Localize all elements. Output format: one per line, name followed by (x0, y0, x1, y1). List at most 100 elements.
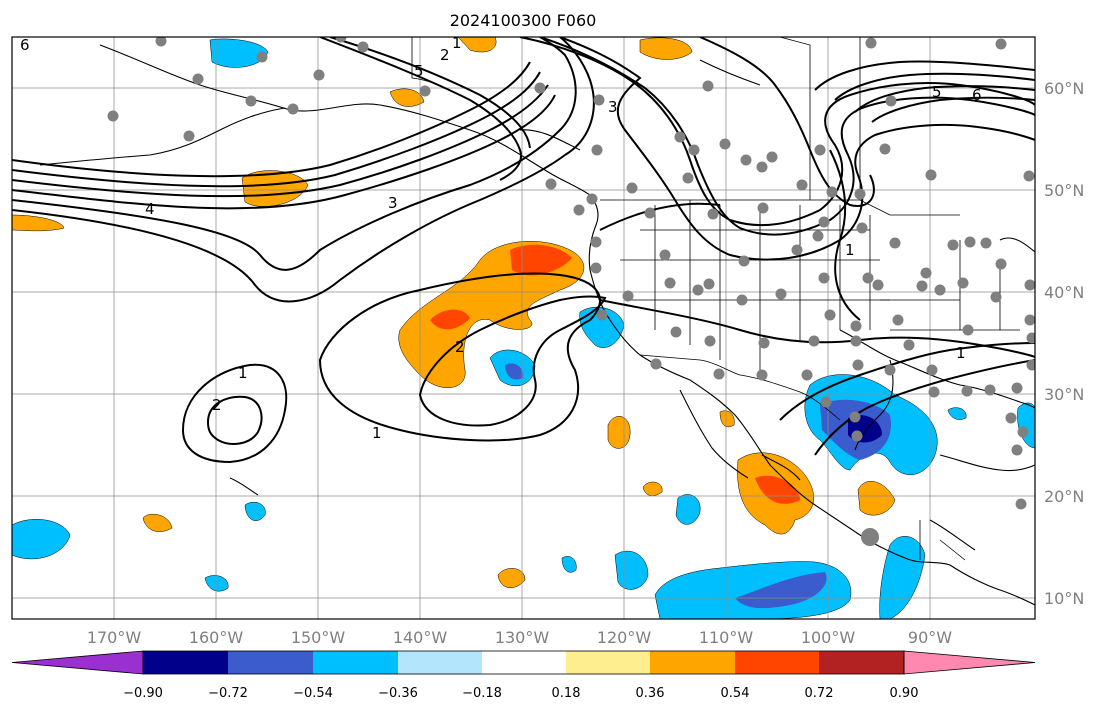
political-borders (411, 37, 1020, 561)
station-marker (155, 37, 167, 47)
station-marker (707, 208, 719, 220)
colorbar-tick-label: −0.18 (462, 686, 502, 701)
station-marker (757, 202, 769, 214)
lon-label: 120°W (597, 628, 652, 647)
station-marker (192, 73, 204, 85)
negative-fill-region (947, 407, 967, 420)
station-marker (719, 138, 731, 150)
colorbar-swatch (735, 651, 819, 674)
positive-fill-region (241, 170, 309, 207)
station-marker (756, 369, 768, 381)
lat-label: 50°N (1044, 181, 1084, 200)
station-marker (865, 37, 877, 49)
contour-label: 2 (455, 338, 465, 356)
contour-label: 1 (452, 34, 462, 52)
colorbar-tick-label: 0.72 (805, 686, 834, 701)
colorbar-swatch (482, 651, 566, 674)
positive-fill-region (497, 568, 526, 588)
station-marker (928, 386, 940, 398)
station-marker (934, 284, 946, 296)
station-marker (884, 364, 896, 376)
station-marker (916, 280, 928, 292)
station-marker (659, 249, 671, 261)
station-marker (818, 216, 830, 228)
map-title: 2024100300 F060 (450, 11, 597, 30)
station-marker (670, 326, 682, 338)
colorbar: −0.90 −0.72 −0.54 −0.36 −0.18 0.18 0.36 … (11, 650, 1036, 701)
colorbar-extend-low (11, 650, 144, 675)
station-marker (820, 396, 832, 408)
lon-label: 90°W (908, 628, 952, 647)
station-marker (995, 258, 1007, 270)
lon-label: 150°W (291, 628, 346, 647)
colorbar-tick-label: 0.54 (721, 686, 750, 701)
negative-fill-region (209, 38, 269, 68)
station-marker (1015, 498, 1027, 510)
positive-fill-region (857, 481, 896, 516)
station-marker (738, 255, 750, 267)
lat-label: 40°N (1044, 283, 1084, 302)
station-marker (692, 284, 704, 296)
station-marker (854, 188, 866, 200)
negative-fill-region (579, 306, 625, 348)
station-marker (903, 339, 915, 351)
station-marker (980, 237, 992, 249)
contour-label: 2 (440, 46, 450, 64)
contour-label: 5 (414, 62, 424, 80)
positive-fill-region (389, 88, 425, 107)
positive-core-region (430, 309, 470, 330)
lat-label: 20°N (1044, 487, 1084, 506)
station-marker (682, 172, 694, 184)
station-marker (419, 85, 431, 97)
colorbar-tick-label: 0.36 (636, 686, 665, 701)
lon-label: 130°W (495, 628, 550, 647)
station-marker (545, 178, 557, 190)
station-marker (1026, 359, 1035, 371)
colorbar-swatch (819, 651, 904, 674)
station-marker (826, 186, 838, 198)
lat-label: 10°N (1044, 589, 1084, 608)
colorbar-tick-label: −0.90 (123, 686, 163, 701)
lon-label: 110°W (699, 628, 754, 647)
station-marker (892, 314, 904, 326)
station-marker (313, 69, 325, 81)
station-marker (849, 411, 861, 423)
station-marker (964, 236, 976, 248)
station-marker (791, 244, 803, 256)
latitude-labels: 10°N 20°N 30°N 40°N 50°N 60°N (1044, 79, 1084, 608)
station-marker (775, 288, 787, 300)
positive-fill-region (12, 214, 65, 232)
station-marker (674, 131, 686, 143)
negative-fill-region (204, 575, 229, 592)
longitude-labels: 170°W 160°W 150°W 140°W 130°W 120°W 110°… (87, 628, 952, 647)
positive-fill-region (142, 513, 173, 532)
station-marker (872, 279, 884, 291)
negative-fill-region (675, 494, 701, 525)
station-marker (650, 358, 662, 370)
station-marker (851, 430, 863, 442)
station-marker (879, 143, 891, 155)
station-marker (957, 277, 969, 289)
station-marker (808, 335, 820, 347)
contour-label: 3 (388, 194, 398, 212)
station-marker (644, 207, 656, 219)
station-marker (801, 369, 813, 381)
station-marker (1026, 332, 1035, 344)
negative-fill-region (12, 519, 71, 560)
graticule (12, 37, 1035, 619)
colorbar-tick-label: 0.18 (552, 686, 581, 701)
station-marker (713, 368, 725, 380)
negative-fill-region (244, 501, 266, 521)
negative-mid-region (505, 363, 524, 380)
station-marker (107, 110, 119, 122)
station-marker (1024, 279, 1035, 291)
station-marker (850, 320, 862, 332)
station-marker (1017, 426, 1029, 438)
contour-label: 1 (372, 424, 382, 442)
colorbar-extend-high (903, 650, 1036, 675)
lon-label: 170°W (87, 628, 142, 647)
colorbar-frame (142, 650, 905, 675)
station-marker (740, 154, 752, 166)
station-marker (1023, 170, 1035, 182)
colorbar-tick-label: 0.90 (890, 686, 919, 701)
